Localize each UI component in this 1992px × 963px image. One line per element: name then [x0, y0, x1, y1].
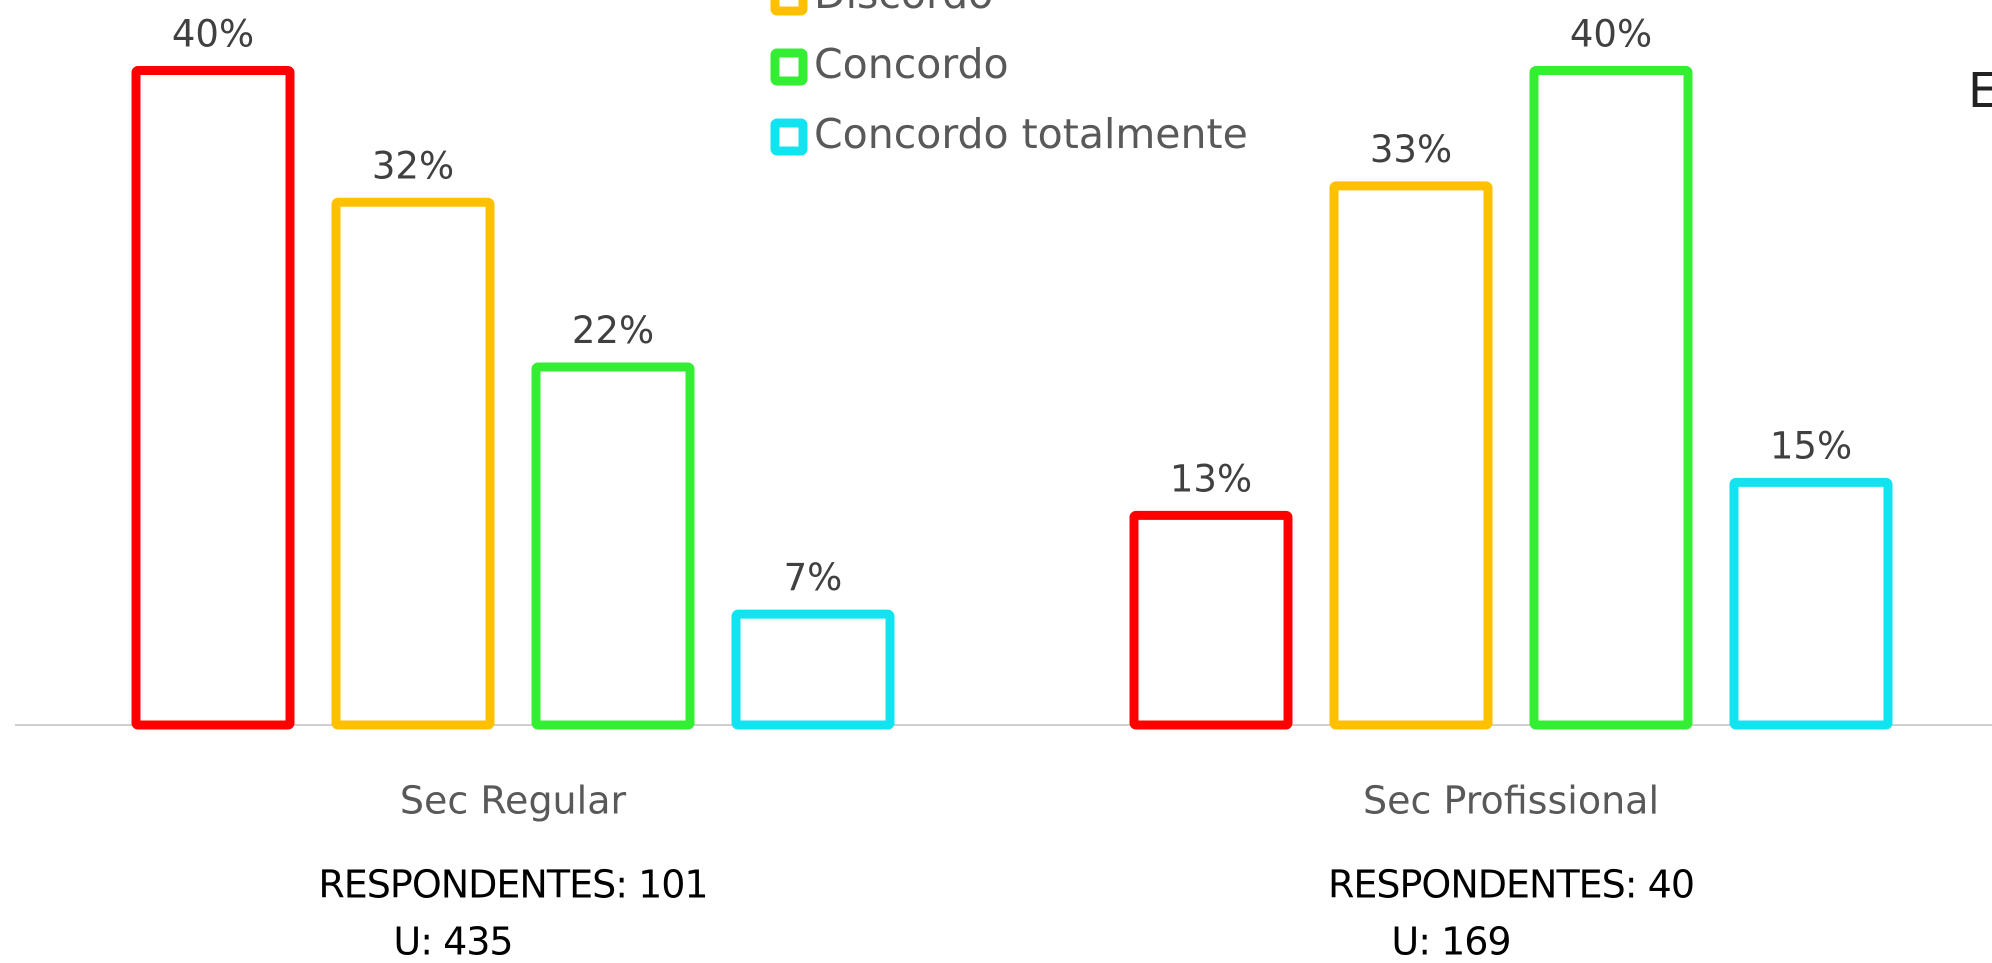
cut-off-text: E: [1968, 63, 1992, 119]
data-label: 13%: [1170, 457, 1252, 500]
legend-swatch: [770, 48, 808, 86]
data-label: 7%: [784, 556, 843, 599]
bar: [1529, 66, 1693, 730]
x-tick-label: Sec Profissional: [1363, 779, 1659, 823]
data-label: 33%: [1370, 128, 1452, 171]
bar: [1729, 477, 1893, 730]
legend-swatch: [770, 0, 808, 16]
data-label: 22%: [572, 309, 654, 352]
category-note: RESPONDENTES: 40: [1328, 863, 1694, 907]
data-label: 40%: [172, 13, 254, 56]
legend-swatch: [770, 118, 808, 156]
category-note: U: 435: [393, 920, 512, 963]
data-label: 15%: [1770, 424, 1852, 467]
category-note: U: 169: [1391, 920, 1510, 963]
legend-label: Concordo totalmente: [814, 110, 1248, 158]
legend-label: Discordo: [814, 0, 993, 18]
bar: [1129, 510, 1293, 730]
data-label: 40%: [1570, 13, 1652, 56]
bar: [731, 609, 895, 730]
bar: [131, 66, 295, 730]
x-tick-label: Sec Regular: [400, 779, 627, 823]
category-note: RESPONDENTES: 101: [318, 863, 707, 907]
data-label: 32%: [372, 144, 454, 187]
bar: [531, 362, 695, 730]
bar: [331, 197, 495, 730]
bar: [1329, 181, 1493, 730]
legend-label: Concordo: [814, 40, 1009, 88]
